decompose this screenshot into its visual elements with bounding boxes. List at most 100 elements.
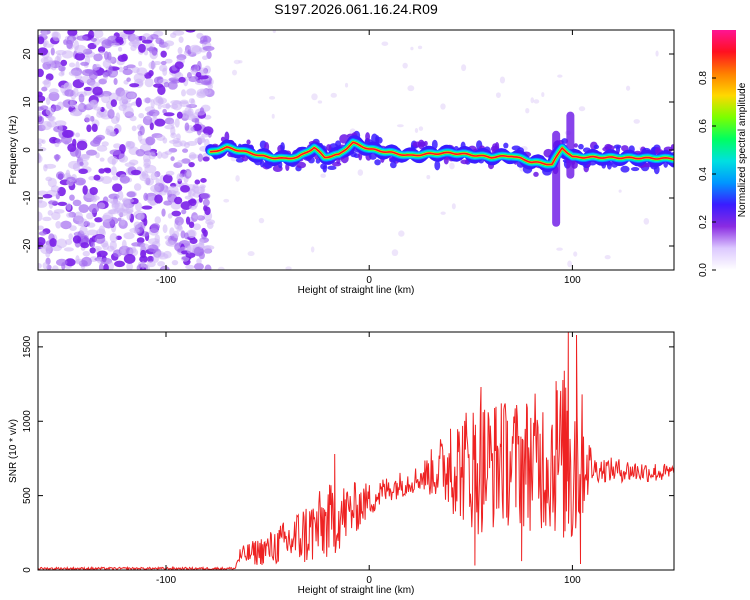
noise-blob — [84, 114, 92, 123]
noise-blob — [60, 84, 66, 94]
noise-blob — [72, 87, 79, 98]
noise-blob — [55, 171, 65, 180]
noise-blob — [192, 223, 201, 231]
noise-blob — [110, 99, 118, 107]
noise-blob — [162, 137, 168, 144]
noise-blob — [94, 234, 106, 244]
noise-blob — [104, 168, 112, 174]
noise-blob — [172, 141, 183, 148]
noise-blob — [573, 251, 578, 257]
noise-blob — [43, 56, 53, 65]
noise-blob — [88, 203, 100, 214]
noise-blob — [42, 262, 49, 270]
noise-blob — [38, 147, 47, 152]
spectrogram-y-tick-label: 20 — [22, 48, 33, 60]
noise-blob — [107, 198, 119, 204]
track-halo-blob — [621, 145, 629, 152]
noise-blob — [79, 75, 91, 84]
noise-blob — [144, 178, 155, 186]
noise-blob — [655, 50, 659, 57]
noise-blob — [185, 264, 195, 270]
noise-blob — [530, 97, 535, 104]
track-halo-blob — [315, 158, 321, 164]
noise-blob — [162, 224, 168, 234]
noise-blob — [107, 155, 119, 165]
noise-blob — [55, 50, 67, 56]
noise-blob — [119, 218, 126, 226]
noise-blob — [76, 35, 89, 41]
noise-blob — [200, 185, 206, 194]
noise-blob — [136, 213, 145, 221]
noise-blob — [541, 92, 545, 98]
snr-x-ticks: -100 0 100 — [156, 332, 581, 586]
noise-blob — [46, 120, 57, 128]
noise-blob — [133, 183, 142, 191]
noise-blob — [197, 136, 206, 143]
track-halo-blob — [322, 165, 327, 173]
noise-blob — [89, 81, 101, 87]
snr-x-label: Height of straight line (km) — [298, 585, 415, 596]
noise-blob — [188, 230, 196, 238]
noise-blob — [150, 172, 158, 181]
spectrogram-y-tick-label: 0 — [22, 147, 33, 153]
noise-blob — [68, 160, 80, 170]
noise-blob — [185, 113, 196, 121]
noise-blob — [101, 39, 113, 49]
noise-blob — [54, 120, 67, 127]
noise-blob — [118, 104, 127, 111]
track-halo-blob — [331, 161, 342, 167]
noise-blob — [90, 241, 96, 248]
noise-blob — [177, 47, 183, 55]
noise-blob — [163, 250, 172, 259]
noise-blob — [165, 42, 170, 50]
noise-blob — [139, 125, 145, 136]
track-halo-blob — [533, 171, 539, 177]
noise-blob — [91, 123, 98, 133]
noise-blob — [38, 138, 44, 144]
noise-blob — [131, 66, 140, 74]
snr-y-label: SNR (10 * v/v) — [8, 419, 19, 483]
noise-blob — [181, 209, 187, 215]
noise-blob — [40, 244, 51, 249]
noise-blob — [117, 46, 123, 52]
colorbar-ticks: 0.0 0.2 0.4 0.6 0.8 — [698, 71, 716, 277]
noise-blob — [189, 198, 197, 207]
noise-blob — [272, 30, 276, 34]
track-halo-blob — [613, 144, 622, 149]
noise-blob — [185, 30, 196, 33]
noise-blob — [52, 31, 61, 42]
noise-blob — [177, 159, 184, 166]
spectrogram-x-ticks: -100 0 100 — [156, 30, 581, 286]
noise-blob — [50, 185, 60, 193]
noise-blob — [167, 213, 173, 219]
track-halo-blob — [280, 142, 285, 152]
noise-blob — [164, 124, 175, 130]
noise-blob — [118, 152, 126, 162]
track-halo-blob — [654, 147, 661, 154]
noise-blob — [106, 130, 116, 137]
noise-blob — [217, 266, 225, 270]
noise-blob — [126, 92, 136, 99]
noise-blob — [171, 210, 182, 217]
snr-y-tick-label: 1500 — [22, 335, 33, 358]
noise-blob — [126, 262, 134, 270]
noise-blob — [108, 65, 113, 75]
noise-blob — [62, 129, 74, 138]
noise-blob — [162, 67, 168, 77]
noise-blob — [317, 100, 323, 104]
noise-blob — [160, 60, 167, 66]
frequency-track — [205, 111, 674, 227]
noise-blob — [83, 86, 93, 91]
noise-blob — [398, 230, 405, 237]
noise-blob — [173, 230, 180, 239]
noise-blob — [51, 211, 61, 221]
noise-blob — [180, 184, 190, 193]
noise-blob — [203, 126, 214, 136]
noise-blob — [79, 226, 88, 235]
noise-blob — [67, 30, 78, 37]
noise-blob — [357, 169, 364, 176]
noise-blob — [121, 239, 127, 250]
track-halo-blob — [326, 144, 332, 151]
noise-blob — [153, 83, 164, 88]
track-halo-blob — [460, 159, 470, 165]
